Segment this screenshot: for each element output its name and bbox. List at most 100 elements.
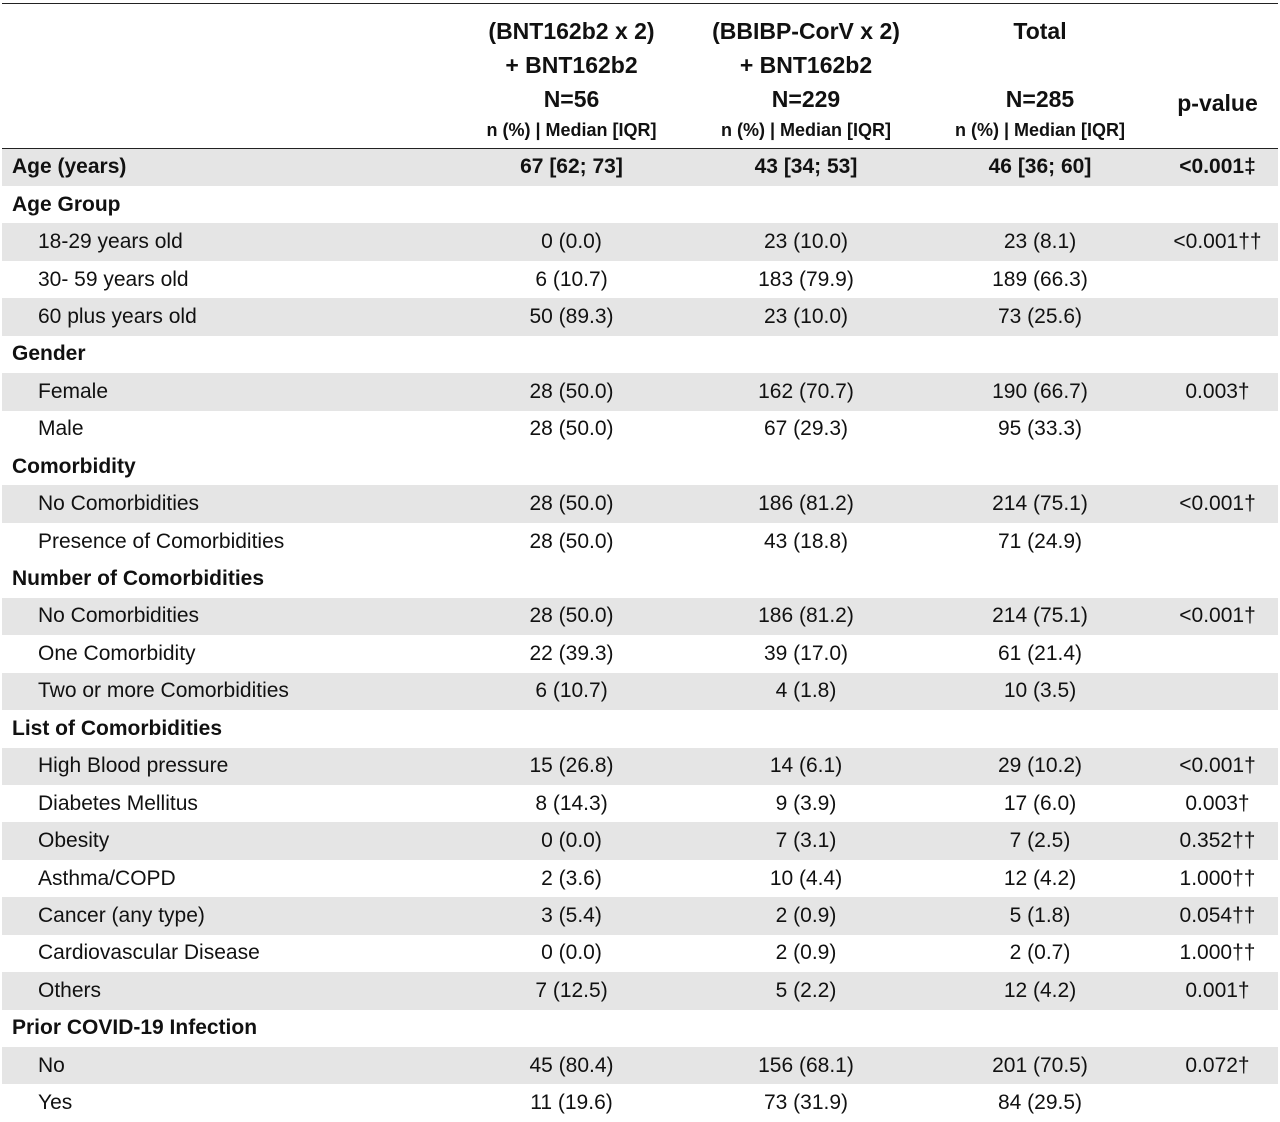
cell-group-1: 22 (39.3) bbox=[529, 641, 614, 665]
cell-group-2: 4 (1.8) bbox=[689, 672, 923, 711]
table-row: Two or more Comorbidities 6 (10.7) 4 (1.8)… bbox=[2, 672, 1278, 711]
cell-group-1: 45 (80.4) bbox=[454, 1047, 689, 1085]
cell-total bbox=[923, 186, 1157, 223]
header-group-1: (BNT162b2 x 2) + BNT162b2 N=56 n (%) | M… bbox=[454, 4, 689, 149]
cell-group-2: 23 (10.0) bbox=[689, 298, 923, 336]
row-label: No bbox=[2, 1047, 454, 1085]
table-body: Age (years) 67 [62; 73] 43 [34; 53] 46 [36;… bbox=[2, 148, 1278, 1122]
cell-group-2 bbox=[689, 710, 923, 747]
row-label: Obesity bbox=[2, 822, 454, 860]
cell-total: 12 (4.2) bbox=[1003, 866, 1077, 890]
cell-total: 46 [36; 60] bbox=[923, 148, 1157, 186]
row-label: Diabetes Mellitus bbox=[38, 791, 198, 815]
cell-pvalue bbox=[1157, 261, 1278, 298]
table-row: One Comorbidity 22 (39.3) 39 (17.0) 61 (21.… bbox=[2, 635, 1278, 672]
cell-total: 84 (29.5) bbox=[997, 1091, 1083, 1115]
header-row: (BNT162b2 x 2) + BNT162b2 N=56 n (%) | M… bbox=[2, 3, 1278, 149]
cell-pvalue bbox=[1157, 1084, 1278, 1121]
cell-group-2 bbox=[689, 336, 923, 373]
cell-pvalue: <0.001† bbox=[1157, 485, 1278, 523]
cell-group-1: 28 (50.0) bbox=[454, 373, 689, 411]
cell-group-1: 6 (10.7) bbox=[454, 672, 689, 711]
cell-group-1: 28 (50.0) bbox=[529, 529, 614, 553]
cell-total: 17 (6.0) bbox=[1003, 791, 1077, 815]
table-row: 30- 59 years old 6 (10.7) 183 (79.9) 189 (6… bbox=[2, 261, 1278, 298]
cell-pvalue: 0.003† bbox=[1185, 791, 1250, 815]
row-label: High Blood pressure bbox=[2, 747, 454, 785]
row-label: Yes bbox=[38, 1091, 73, 1115]
cell-group-1: 8 (14.3) bbox=[535, 791, 608, 815]
cell-group-1: 11 (19.6) bbox=[530, 1091, 613, 1115]
cell-total: 23 (8.1) bbox=[923, 223, 1157, 261]
cell-pvalue: <0.001† bbox=[1157, 597, 1278, 636]
table-row: Age (years) 67 [62; 73] 43 [34; 53] 46 [36;… bbox=[2, 148, 1278, 186]
cell-group-1: 15 (26.8) bbox=[454, 747, 689, 785]
cell-pvalue: <0.001‡ bbox=[1157, 148, 1278, 186]
cell-total: 12 (4.2) bbox=[923, 972, 1157, 1010]
cell-total: 29 (10.2) bbox=[923, 747, 1157, 785]
table-row: 60 plus years old 50 (89.3) 23 (10.0) 73 (2… bbox=[2, 298, 1278, 336]
row-label: Cardiovascular Disease bbox=[38, 941, 260, 965]
header-total: Total N=285 n (%) | Median [IQR] bbox=[923, 4, 1157, 149]
cell-pvalue: 1.000†† bbox=[1179, 866, 1256, 890]
cell-total bbox=[923, 560, 1157, 597]
header-sublabel: n (%) | Median [IQR] bbox=[954, 120, 1126, 140]
table-row: Diabetes Mellitus 8 (14.3) 9 (3.9) 17 (6.0)… bbox=[2, 785, 1278, 822]
cell-pvalue bbox=[1157, 523, 1278, 560]
cell-pvalue bbox=[1157, 1010, 1278, 1047]
header-group-2: (BBIBP-CorV x 2) + BNT162b2 N=229 n (%) … bbox=[689, 4, 923, 149]
cell-group-2: 156 (68.1) bbox=[689, 1047, 923, 1085]
cell-total bbox=[923, 710, 1157, 747]
cell-total: 61 (21.4) bbox=[997, 641, 1083, 665]
table-row: High Blood pressure 15 (26.8) 14 (6.1) 29 (… bbox=[2, 747, 1278, 785]
header-line bbox=[923, 48, 1157, 82]
cell-total: 7 (2.5) bbox=[923, 822, 1157, 860]
cell-pvalue: 0.352†† bbox=[1157, 822, 1278, 860]
cell-group-2: 7 (3.1) bbox=[689, 822, 923, 860]
cell-pvalue: 1.000†† bbox=[1179, 941, 1256, 965]
cell-group-2: 5 (2.2) bbox=[689, 972, 923, 1010]
table-row: No Comorbidities 28 (50.0) 186 (81.2) 214 (… bbox=[2, 597, 1278, 636]
cell-total bbox=[923, 1010, 1157, 1047]
cell-group-1: 0 (0.0) bbox=[454, 822, 689, 860]
cell-total: 10 (3.5) bbox=[923, 672, 1157, 711]
row-label: Cancer (any type) bbox=[2, 897, 454, 935]
cell-group-1: 28 (50.0) bbox=[454, 597, 689, 636]
header-line: (BBIBP-CorV x 2) bbox=[712, 18, 900, 44]
cell-pvalue: 0.001† bbox=[1157, 972, 1278, 1010]
cell-group-1: 0 (0.0) bbox=[454, 223, 689, 261]
cell-total bbox=[923, 448, 1157, 485]
cell-pvalue bbox=[1157, 448, 1278, 485]
cell-pvalue bbox=[1157, 298, 1278, 336]
header-line: p-value bbox=[1177, 90, 1258, 116]
cell-total: 201 (70.5) bbox=[923, 1047, 1157, 1085]
cell-pvalue: 0.003† bbox=[1157, 373, 1278, 411]
cell-group-2 bbox=[689, 560, 923, 597]
row-label: Others bbox=[2, 972, 454, 1010]
cell-total: 95 (33.3) bbox=[997, 417, 1083, 441]
row-label: Male bbox=[38, 417, 84, 441]
table-row: Prior COVID-19 Infection bbox=[2, 1010, 1278, 1047]
row-label: One Comorbidity bbox=[38, 641, 196, 665]
cell-group-1 bbox=[454, 448, 689, 485]
baseline-characteristics-table: (BNT162b2 x 2) + BNT162b2 N=56 n (%) | M… bbox=[2, 3, 1278, 1122]
table-row: Yes 11 (19.6) 73 (31.9) 84 (29.5) bbox=[2, 1084, 1278, 1121]
table-row: 18-29 years old 0 (0.0) 23 (10.0) 23 (8.1) <… bbox=[2, 223, 1278, 261]
row-label: Presence of Comorbidities bbox=[38, 529, 285, 553]
cell-group-2 bbox=[689, 186, 923, 223]
cell-group-1: 2 (3.6) bbox=[541, 866, 602, 890]
table-row: Number of Comorbidities bbox=[2, 560, 1278, 597]
cell-group-1: 67 [62; 73] bbox=[454, 148, 689, 186]
cell-group-1: 0 (0.0) bbox=[541, 941, 602, 965]
table-row: List of Comorbidities bbox=[2, 710, 1278, 747]
cell-pvalue: 0.054†† bbox=[1157, 897, 1278, 935]
cell-total: 214 (75.1) bbox=[923, 485, 1157, 523]
header-line: + BNT162b2 bbox=[505, 52, 638, 78]
row-label: Two or more Comorbidities bbox=[2, 672, 454, 711]
cell-group-2: 43 (18.8) bbox=[763, 529, 849, 553]
cell-pvalue bbox=[1157, 336, 1278, 373]
cell-total: 71 (24.9) bbox=[997, 529, 1083, 553]
cell-pvalue bbox=[1157, 710, 1278, 747]
cell-total: 189 (66.3) bbox=[992, 267, 1088, 291]
row-label: Asthma/COPD bbox=[38, 866, 176, 890]
